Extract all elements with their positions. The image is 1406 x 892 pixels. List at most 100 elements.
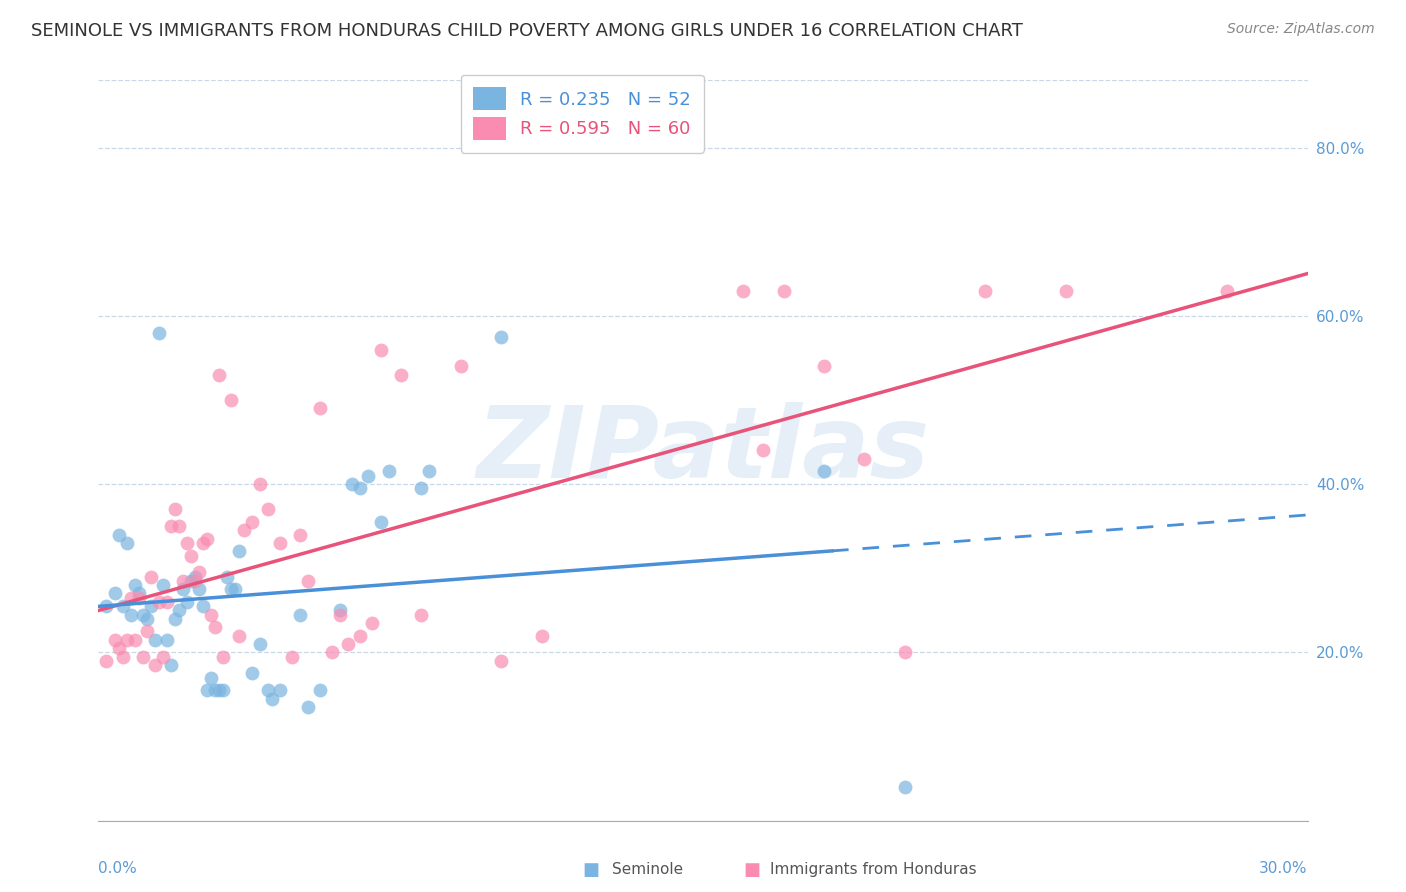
Point (491, 330, 513, 344)
Point (115, 632, 138, 647)
Point (111, 649, 134, 664)
Point (163, 612, 186, 626)
Point (128, 586, 150, 600)
Legend: R = 0.235   N = 52, R = 0.595   N = 60: R = 0.235 N = 52, R = 0.595 N = 60 (461, 75, 703, 153)
Point (221, 582, 243, 597)
Point (217, 569, 239, 583)
Point (176, 536, 198, 550)
Point (450, 359, 472, 374)
Point (193, 599, 215, 613)
Point (281, 649, 304, 664)
Point (813, 465, 835, 479)
Point (200, 607, 222, 622)
Point (329, 603, 352, 617)
Text: ■: ■ (582, 861, 599, 879)
Point (232, 524, 254, 538)
Point (772, 284, 794, 298)
Point (530, 628, 553, 642)
Point (491, 654, 513, 668)
Point (288, 527, 311, 541)
Point (224, 582, 246, 597)
Point (143, 658, 166, 673)
Point (139, 569, 162, 583)
Point (96, 599, 118, 613)
Point (156, 595, 179, 609)
Point (111, 599, 134, 613)
Point (974, 284, 997, 298)
Point (135, 612, 157, 626)
Point (143, 632, 166, 647)
Point (120, 607, 142, 622)
Point (195, 532, 218, 546)
Text: SEMINOLE VS IMMIGRANTS FROM HONDURAS CHILD POVERTY AMONG GIRLS UNDER 16 CORRELAT: SEMINOLE VS IMMIGRANTS FROM HONDURAS CHI… (31, 22, 1022, 40)
Point (132, 649, 155, 664)
Point (228, 544, 250, 558)
Point (124, 632, 146, 647)
Point (188, 582, 211, 597)
Point (409, 481, 432, 495)
Point (167, 519, 190, 533)
Point (188, 566, 211, 580)
Point (195, 683, 218, 698)
Point (256, 683, 278, 698)
Point (370, 515, 392, 529)
Text: Immigrants from Honduras: Immigrants from Honduras (770, 863, 977, 877)
Point (200, 671, 222, 685)
Point (152, 649, 174, 664)
Point (260, 691, 283, 706)
Point (329, 607, 352, 622)
Point (288, 607, 311, 622)
Point (389, 368, 412, 382)
Point (240, 666, 263, 681)
Point (349, 481, 371, 495)
Point (103, 586, 125, 600)
Point (172, 574, 194, 588)
Point (297, 574, 319, 588)
Point (96, 654, 118, 668)
Point (204, 620, 226, 634)
Point (180, 574, 202, 588)
Point (124, 578, 146, 592)
Point (240, 515, 263, 529)
Point (752, 443, 775, 458)
Point (103, 632, 125, 647)
Point (309, 401, 332, 416)
Point (377, 465, 399, 479)
Point (893, 645, 915, 659)
Text: 30.0%: 30.0% (1260, 862, 1308, 876)
Point (409, 607, 432, 622)
Point (249, 477, 271, 491)
Point (321, 645, 343, 659)
Point (107, 527, 129, 541)
Point (167, 603, 190, 617)
Point (813, 359, 835, 374)
Text: ■: ■ (744, 861, 761, 879)
Point (221, 392, 243, 407)
Point (212, 649, 235, 664)
Point (184, 574, 207, 588)
Point (148, 595, 170, 609)
Point (208, 683, 231, 698)
Point (160, 519, 183, 533)
Point (361, 615, 384, 630)
Point (357, 468, 380, 483)
Point (733, 284, 755, 298)
Point (128, 591, 150, 605)
Point (269, 536, 291, 550)
Point (1216, 284, 1239, 298)
Point (297, 700, 319, 714)
Point (172, 582, 194, 597)
Point (249, 637, 271, 651)
Point (893, 780, 915, 794)
Point (370, 343, 392, 357)
Point (212, 683, 235, 698)
Text: 0.0%: 0.0% (98, 862, 138, 876)
Point (337, 637, 360, 651)
Point (208, 368, 231, 382)
Point (139, 599, 162, 613)
Text: Source: ZipAtlas.com: Source: ZipAtlas.com (1227, 22, 1375, 37)
Point (180, 549, 202, 563)
Point (152, 578, 174, 592)
Point (204, 683, 226, 698)
Point (228, 628, 250, 642)
